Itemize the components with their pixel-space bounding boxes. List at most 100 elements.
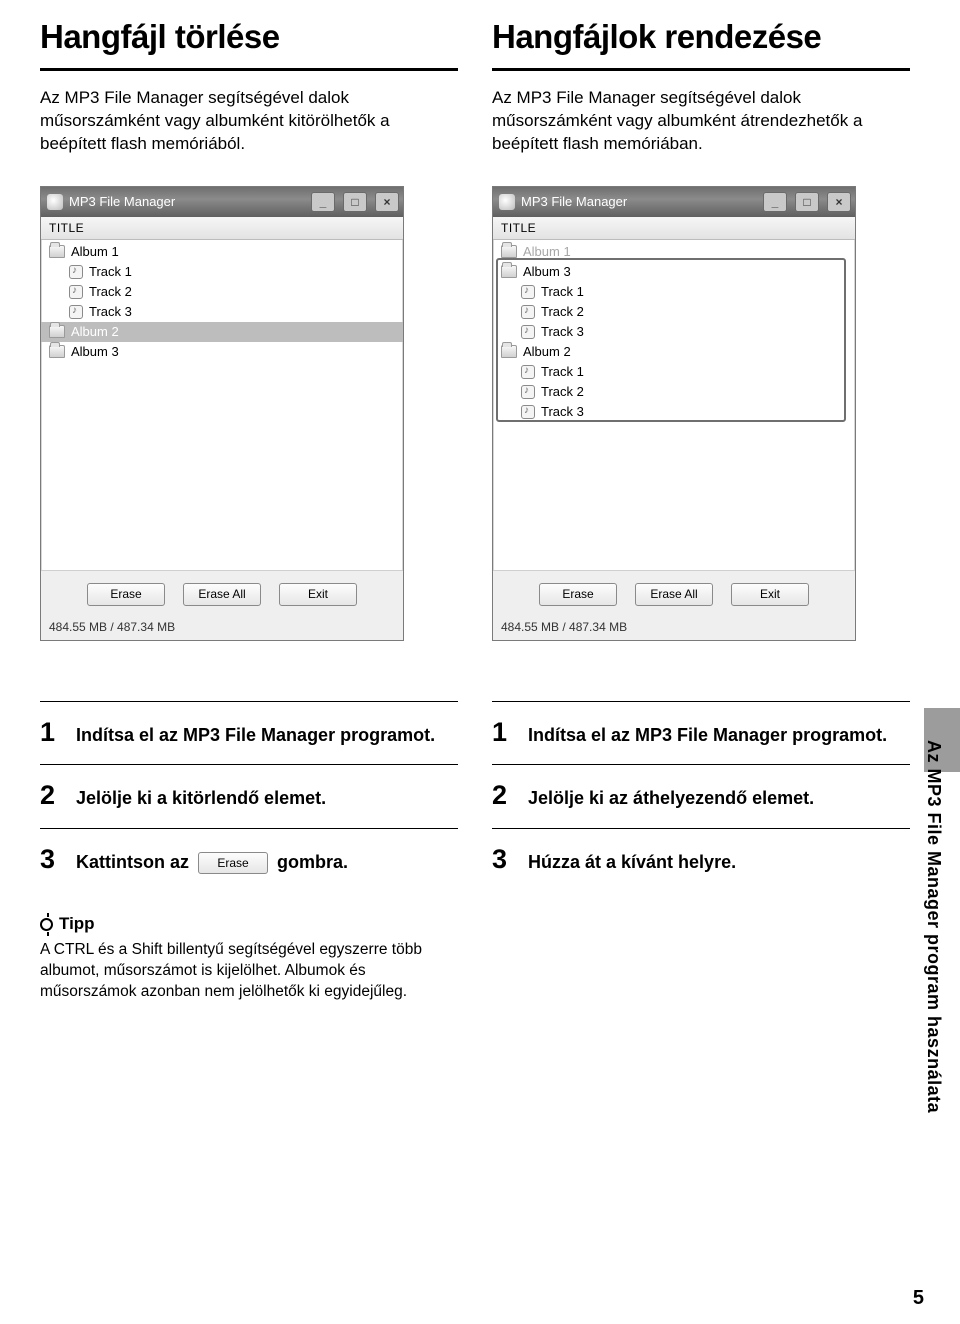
track-icon: [69, 305, 83, 319]
maximize-icon[interactable]: □: [795, 192, 819, 212]
folder-icon: [49, 345, 65, 358]
tip-body: A CTRL és a Shift billentyű segítségével…: [40, 940, 458, 1003]
step-number: 3: [492, 841, 516, 877]
track-icon: [69, 285, 83, 299]
folder-icon: [49, 325, 65, 338]
window-left: MP3 File Manager _ □ × TITLE Album 1Trac…: [40, 186, 404, 641]
track-row[interactable]: Track 2: [493, 302, 855, 322]
row-label: Track 3: [541, 324, 584, 339]
track-icon: [521, 325, 535, 339]
column-left: Hangfájl törlése Az MP3 File Manager seg…: [40, 18, 458, 1003]
folder-icon: [501, 345, 517, 358]
step-number: 2: [40, 777, 64, 813]
row-label: Track 2: [541, 304, 584, 319]
page-columns: Hangfájl törlése Az MP3 File Manager seg…: [0, 0, 960, 1013]
track-icon: [521, 405, 535, 419]
erase-button[interactable]: Erase: [87, 583, 165, 606]
step-text: Jelölje ki a kitörlendő elemet.: [76, 788, 326, 808]
step-text-b: gombra.: [277, 852, 348, 872]
track-icon: [521, 285, 535, 299]
folder-icon: [501, 245, 517, 258]
album-row[interactable]: Album 3: [493, 262, 855, 282]
album-row[interactable]: Album 2: [41, 322, 403, 342]
step-number: 3: [40, 841, 64, 877]
erase-all-button[interactable]: Erase All: [635, 583, 713, 606]
exit-button[interactable]: Exit: [731, 583, 809, 606]
window-right: MP3 File Manager _ □ × TITLE Album 1Albu…: [492, 186, 856, 641]
page-number: 5: [913, 1287, 924, 1310]
step-text-a: Kattintson az: [76, 852, 189, 872]
tree-left: Album 1 Track 1 Track 2 Track 3 Album 2 Album…: [41, 240, 403, 570]
erase-inline-button[interactable]: Erase: [198, 852, 268, 874]
step-2-right: 2 Jelölje ki az áthelyezendő elemet.: [492, 777, 910, 813]
titlebar: MP3 File Manager _ □ ×: [493, 187, 855, 217]
folder-icon: [49, 245, 65, 258]
album-row[interactable]: Album 3: [41, 342, 403, 362]
row-label: Track 2: [89, 284, 132, 299]
column-right: Hangfájlok rendezése Az MP3 File Manager…: [492, 18, 910, 1003]
track-row[interactable]: Track 1: [41, 262, 403, 282]
track-row[interactable]: Track 2: [493, 382, 855, 402]
close-icon[interactable]: ×: [375, 192, 399, 212]
erase-all-button[interactable]: Erase All: [183, 583, 261, 606]
track-row[interactable]: Track 2: [41, 282, 403, 302]
folder-icon: [501, 265, 517, 278]
track-row[interactable]: Track 3: [41, 302, 403, 322]
tip-label: Tipp: [59, 913, 95, 936]
step-1-right: 1 Indítsa el az MP3 File Manager program…: [492, 714, 910, 750]
row-label: Track 1: [89, 264, 132, 279]
minimize-icon[interactable]: _: [763, 192, 787, 212]
maximize-icon[interactable]: □: [343, 192, 367, 212]
row-label: Track 1: [541, 364, 584, 379]
heading-right: Hangfájlok rendezése: [492, 18, 910, 56]
row-label: Track 3: [89, 304, 132, 319]
track-row[interactable]: Track 3: [493, 322, 855, 342]
bulb-icon: [40, 918, 53, 931]
row-label: Album 3: [523, 264, 571, 279]
status-text: 484.55 MB / 487.34 MB: [41, 616, 403, 640]
track-row[interactable]: Track 1: [493, 362, 855, 382]
step-number: 2: [492, 777, 516, 813]
app-icon: [499, 194, 515, 210]
step-number: 1: [40, 714, 64, 750]
row-label: Album 3: [71, 344, 119, 359]
window-title: MP3 File Manager: [521, 194, 627, 209]
row-label: Album 2: [71, 324, 119, 339]
step-number: 1: [492, 714, 516, 750]
exit-button[interactable]: Exit: [279, 583, 357, 606]
tip-block: Tipp A CTRL és a Shift billentyű segítsé…: [40, 913, 458, 1003]
step-text: Indítsa el az MP3 File Manager programot…: [528, 725, 887, 745]
row-label: Album 1: [71, 244, 119, 259]
track-icon: [69, 265, 83, 279]
column-header: TITLE: [493, 217, 855, 240]
step-text: Kattintson az Erase gombra.: [76, 850, 458, 874]
rule-right: [492, 68, 910, 71]
erase-button[interactable]: Erase: [539, 583, 617, 606]
step-text: Húzza át a kívánt helyre.: [528, 852, 736, 872]
close-icon[interactable]: ×: [827, 192, 851, 212]
row-label: Album 1: [523, 244, 571, 259]
rule-left: [40, 68, 458, 71]
album-row[interactable]: Album 2: [493, 342, 855, 362]
step-text: Jelölje ki az áthelyezendő elemet.: [528, 788, 814, 808]
steps-left: 1 Indítsa el az MP3 File Manager program…: [40, 701, 458, 877]
steps-right: 1 Indítsa el az MP3 File Manager program…: [492, 701, 910, 877]
track-icon: [521, 305, 535, 319]
column-header: TITLE: [41, 217, 403, 240]
heading-left: Hangfájl törlése: [40, 18, 458, 56]
intro-left: Az MP3 File Manager segítségével dalok m…: [40, 87, 458, 156]
row-label: Track 2: [541, 384, 584, 399]
row-label: Track 3: [541, 404, 584, 419]
minimize-icon[interactable]: _: [311, 192, 335, 212]
track-icon: [521, 385, 535, 399]
tip-heading: Tipp: [40, 913, 458, 936]
step-1-left: 1 Indítsa el az MP3 File Manager program…: [40, 714, 458, 750]
track-row[interactable]: Track 3: [493, 402, 855, 422]
status-text: 484.55 MB / 487.34 MB: [493, 616, 855, 640]
album-row[interactable]: Album 1: [493, 242, 855, 262]
track-row[interactable]: Track 1: [493, 282, 855, 302]
window-button-row: Erase Erase All Exit: [41, 570, 403, 616]
tree-right: Album 1 Album 3 Track 1 Track 2 Track 3 Album…: [493, 240, 855, 570]
album-row[interactable]: Album 1: [41, 242, 403, 262]
step-3-left: 3 Kattintson az Erase gombra.: [40, 841, 458, 877]
